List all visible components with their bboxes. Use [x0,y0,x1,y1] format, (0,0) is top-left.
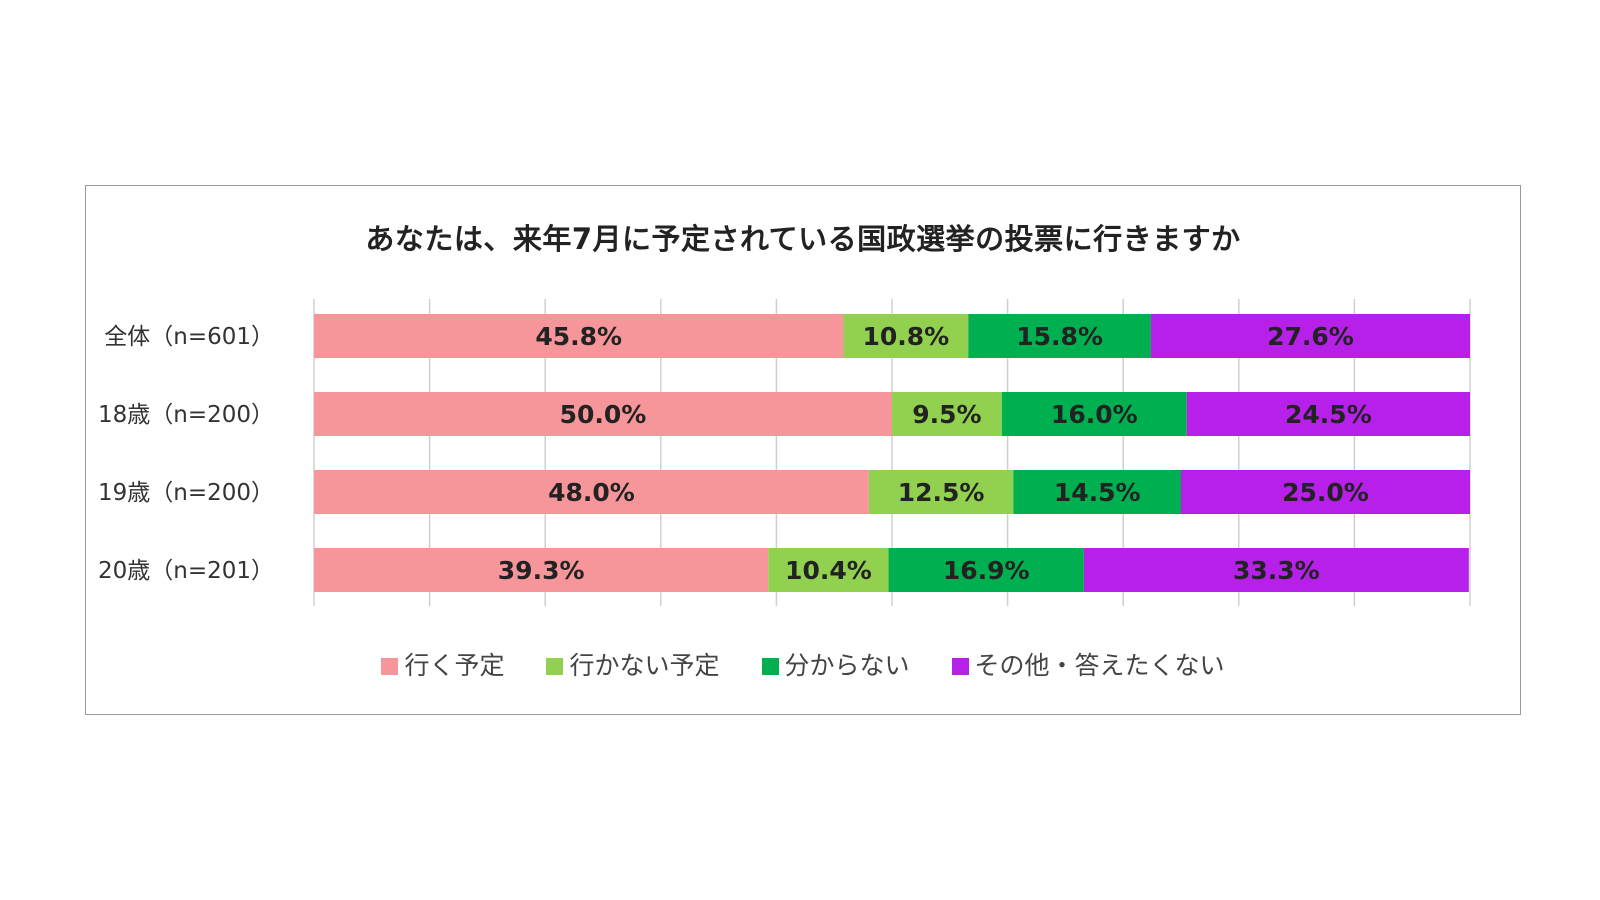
row-label: 18歳（n=200） [98,402,274,428]
legend-item: 行く予定 [381,646,504,682]
legend-swatch [381,657,399,675]
legend-label: 行かない予定 [569,651,720,680]
data-label: 14.5% [1054,478,1141,507]
bar-segment [1083,548,1469,592]
legend-swatch [761,657,779,675]
data-label: 24.5% [1285,400,1372,429]
data-label: 10.4% [785,556,872,585]
bar-segment [843,314,969,358]
data-label: 45.8% [535,322,622,351]
legend-swatch [951,657,969,675]
data-label: 16.9% [943,556,1030,585]
data-label: 16.0% [1051,400,1138,429]
legend-label: 行く予定 [404,651,505,680]
data-label: 27.6% [1267,322,1354,351]
data-label: 9.5% [912,400,981,429]
legend-item: 行かない予定 [546,646,720,682]
bar-segment [1001,392,1187,436]
legend-item: その他・答えたくない [951,646,1225,682]
bar-segment [1181,470,1470,514]
bar-segment [888,548,1084,592]
data-label: 33.3% [1233,556,1320,585]
data-label: 50.0% [560,400,647,429]
legend-label: 分からない [784,651,910,680]
bar-segment [1013,470,1181,514]
data-label: 39.3% [498,556,585,585]
legend-swatch [546,657,564,675]
data-label: 10.8% [863,322,950,351]
bar-segment [314,470,869,514]
bar-segment [768,548,889,592]
chart-title: あなたは、来年7月に予定されている国政選挙の投票に行きますか [365,222,1241,256]
data-label: 48.0% [548,478,635,507]
legend-label: その他・答えたくない [974,651,1225,680]
plot-area: 全体（n=601） 45.8% 10.8% 15.8% 27.6% 18歳（n=200） 5… [98,299,1471,606]
data-label: 25.0% [1282,478,1369,507]
bar-segment [892,392,1002,436]
data-label: 12.5% [898,478,985,507]
row-label: 19歳（n=200） [98,480,274,506]
row-label: 全体（n=601） [104,324,274,350]
bar-segment [1150,314,1470,358]
data-label: 15.8% [1016,322,1103,351]
bar-segment [968,314,1151,358]
row-label: 20歳（n=201） [98,558,274,584]
chart-frame: あなたは、来年7月に予定されている国政選挙の投票に行きますか 全体（n=601）… [85,185,1521,715]
legend: 行く予定 行かない予定 分からない その他・答えたくない [86,646,1520,682]
bar-segment [1186,392,1470,436]
legend-item: 分からない [761,646,910,682]
bar-segment [314,548,769,592]
bar-segment [314,314,844,358]
bar-segment [868,470,1014,514]
bar-segment [314,392,892,436]
